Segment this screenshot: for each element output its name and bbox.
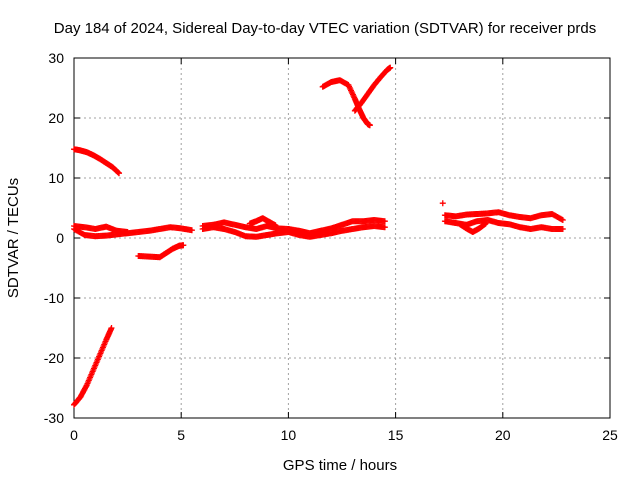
data-point — [381, 224, 388, 231]
data-point — [387, 64, 394, 71]
data-point — [366, 122, 373, 129]
y-tick-label: -10 — [44, 290, 64, 306]
x-tick-label: 15 — [388, 427, 404, 443]
y-tick-label: -30 — [44, 410, 64, 426]
data-point — [559, 217, 566, 223]
y-tick-label: 20 — [48, 110, 64, 126]
data-point — [124, 229, 131, 235]
x-axis-label: GPS time / hours — [283, 457, 397, 474]
data-point — [180, 242, 187, 249]
y-axis-label: SDTVAR / TECUs — [5, 178, 22, 298]
series-arc-mid-lower — [199, 223, 388, 240]
x-tick-label: 10 — [281, 427, 297, 443]
x-tick-label: 25 — [602, 427, 618, 443]
x-tick-label: 0 — [70, 427, 78, 443]
data-point — [116, 170, 123, 177]
data-point — [559, 226, 566, 232]
data-point — [108, 325, 115, 331]
y-tick-label: 10 — [48, 170, 64, 186]
series-arc-main-upper — [71, 223, 131, 235]
series-arc-late-upper — [441, 209, 566, 223]
data-point — [381, 218, 388, 225]
axis-tick-labels: 0 5 10 15 20 25 -30 -20 -10 0 10 20 30 — [44, 50, 618, 443]
series-arc-late-dip — [456, 220, 489, 235]
x-tick-label: 20 — [495, 427, 511, 443]
data-point — [188, 227, 195, 234]
y-tick-label: 0 — [56, 230, 64, 246]
data-point — [439, 200, 446, 207]
chart-title: Day 184 of 2024, Sidereal Day-to-day VTE… — [54, 20, 596, 37]
x-tick-label: 5 — [177, 427, 185, 443]
series-arc-neg-rise — [71, 325, 115, 408]
y-tick-label: 30 — [48, 50, 64, 66]
series-arc-v-right — [351, 64, 394, 114]
y-tick-label: -20 — [44, 350, 64, 366]
series-arc-neg-small — [135, 242, 187, 261]
series-arc-mid-bump — [246, 215, 279, 229]
grid-lines — [74, 58, 610, 418]
data-points — [71, 64, 566, 408]
data-point — [482, 220, 489, 227]
axis-ticks — [73, 57, 611, 419]
data-point — [272, 222, 279, 229]
series-isolated-point — [439, 200, 446, 207]
series-arc-high-decay — [71, 146, 123, 177]
